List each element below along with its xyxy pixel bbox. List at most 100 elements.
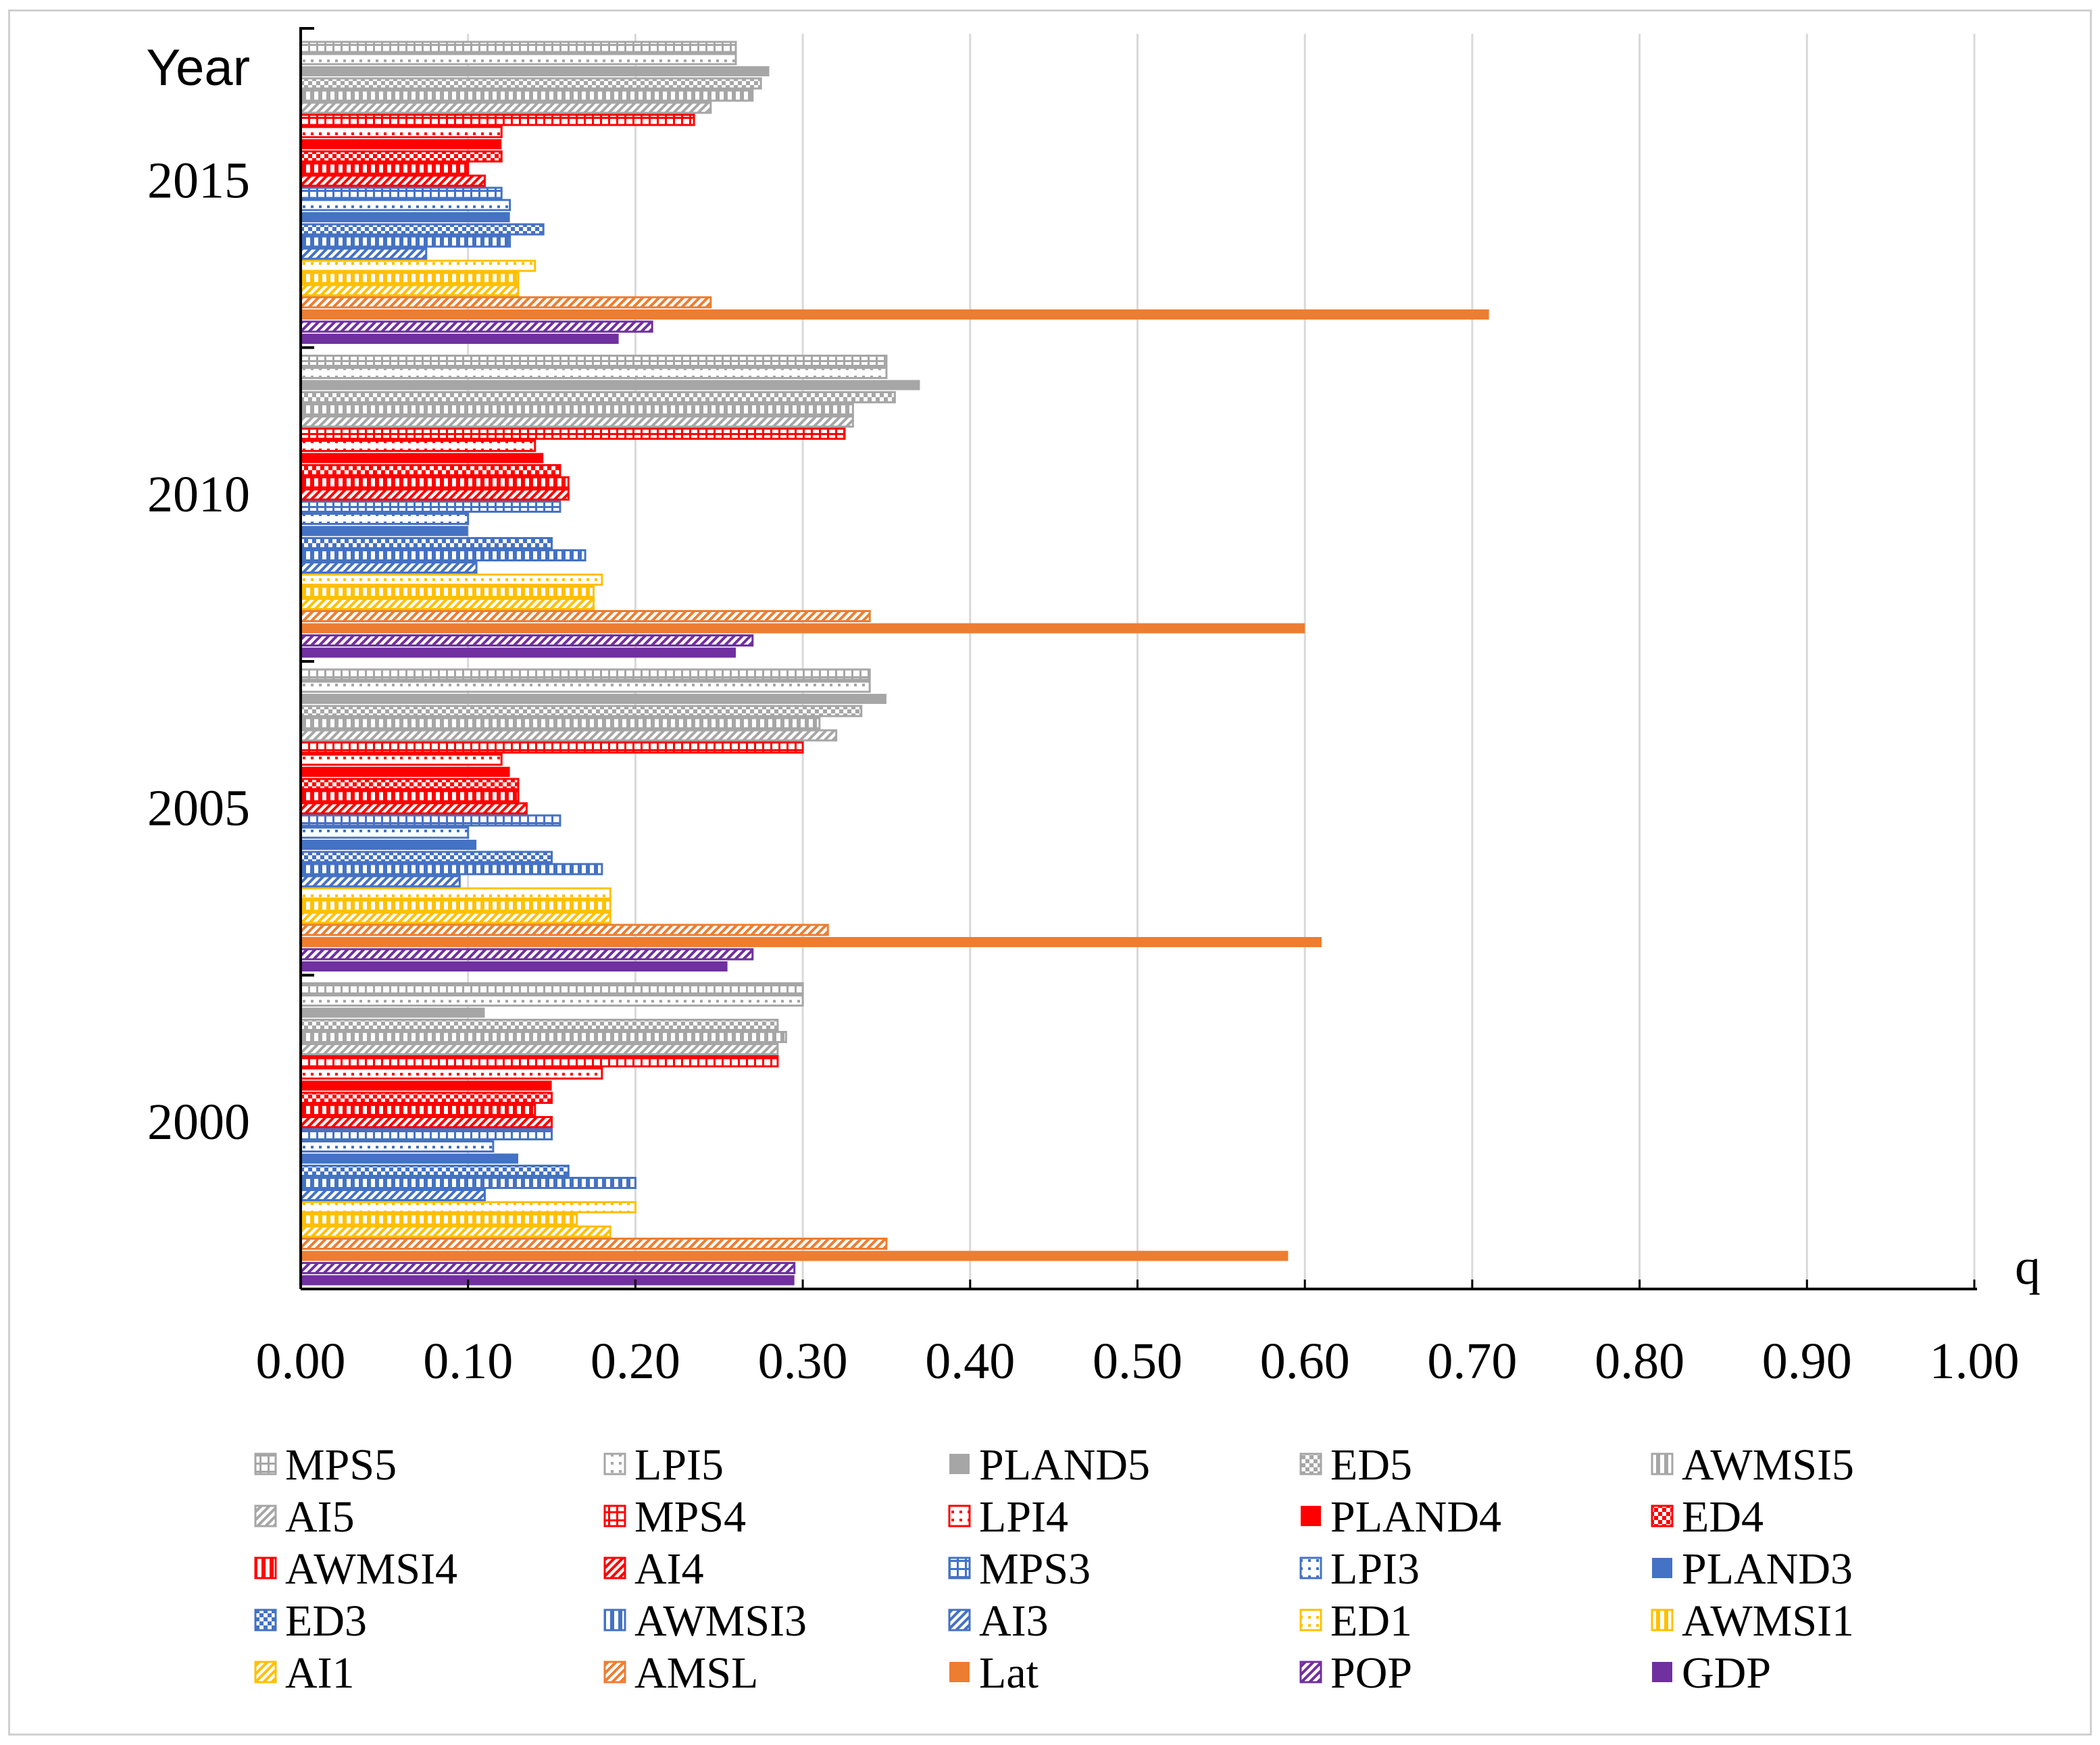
x-tick-label-0-90: 0.90 <box>1762 1333 1852 1390</box>
bar-pland5-2005 <box>301 694 886 704</box>
bar-awmsi5-2010 <box>299 403 854 415</box>
y-axis-title: Year <box>146 39 250 97</box>
bar-ai5-2005 <box>299 729 838 742</box>
legend-label-awmsi1: AWMSI1 <box>1682 1596 1854 1646</box>
legend-label-ed4: ED4 <box>1682 1492 1764 1542</box>
x-tick-label-0-00: 0.00 <box>256 1333 346 1390</box>
legend-label-pop: POP <box>1330 1648 1412 1698</box>
bar-lpi3-2015 <box>299 199 511 211</box>
legend-swatch-gdp <box>1652 1662 1672 1682</box>
bar-amsl-2000 <box>299 1238 888 1250</box>
bar-ai3-2000 <box>299 1189 486 1201</box>
bar-pop-2005 <box>299 948 754 961</box>
bar-mps4-2015 <box>299 113 695 126</box>
bar-group-2005 <box>299 668 1322 971</box>
legend-item-gdp: GDP <box>1652 1648 1771 1698</box>
bar-ai1-2005 <box>299 911 611 924</box>
bar-lat-2005 <box>301 937 1322 947</box>
bar-pop-2010 <box>299 634 754 647</box>
bar-ai1-2010 <box>299 598 595 610</box>
bar-lat-2000 <box>301 1250 1289 1261</box>
bar-ed4-2015 <box>299 150 503 163</box>
legend-swatch-ai4 <box>603 1557 626 1579</box>
x-tick-label-0-60: 0.60 <box>1260 1333 1350 1390</box>
legend-item-lpi4: LPI4 <box>948 1492 1068 1542</box>
legend-item-mps4: MPS4 <box>603 1492 746 1542</box>
legend-item-ed5: ED5 <box>1299 1440 1412 1490</box>
bar-awmsi1-2015 <box>299 272 520 284</box>
bar-awmsi4-2000 <box>299 1104 536 1116</box>
bar-ed3-2005 <box>299 851 553 863</box>
legend-swatch-mps5 <box>254 1452 277 1475</box>
x-tick-label-0-80: 0.80 <box>1595 1333 1684 1390</box>
legend-item-ed3: ED3 <box>254 1596 367 1646</box>
legend-swatch-awmsi5 <box>1651 1452 1674 1475</box>
bar-ed3-2015 <box>299 223 545 236</box>
legend-swatch-ai3 <box>948 1609 971 1632</box>
legend-item-ai3: AI3 <box>948 1596 1049 1646</box>
legend-label-ed5: ED5 <box>1330 1440 1412 1490</box>
legend-label-amsl: AMSL <box>634 1648 758 1698</box>
bar-mps3-2010 <box>299 501 561 513</box>
legend-label-pland3: PLAND3 <box>1682 1544 1853 1594</box>
legend-label-ed1: ED1 <box>1330 1596 1412 1646</box>
bar-lpi5-2000 <box>299 994 804 1007</box>
bar-pland4-2005 <box>301 767 510 777</box>
legend-swatch-ai5 <box>254 1504 277 1527</box>
legend-swatch-awmsi3 <box>603 1609 626 1632</box>
bar-lpi4-2015 <box>299 126 503 138</box>
bar-lpi3-2010 <box>299 513 470 525</box>
bar-awmsi3-2015 <box>299 235 511 248</box>
y-tick-label-2005: 2005 <box>147 780 250 836</box>
legend-swatch-lpi5 <box>603 1452 626 1475</box>
bar-awmsi1-2010 <box>299 586 595 598</box>
bar-ai3-2005 <box>299 875 461 888</box>
bar-ed4-2005 <box>299 778 520 790</box>
legend-item-amsl: AMSL <box>603 1648 758 1698</box>
legend-swatch-ed3 <box>254 1609 277 1632</box>
bar-lpi4-2000 <box>299 1067 603 1080</box>
legend-swatch-awmsi1 <box>1651 1609 1674 1632</box>
bar-mps4-2000 <box>299 1055 779 1067</box>
legend-label-awmsi4: AWMSI4 <box>285 1544 457 1594</box>
legend-item-lat: Lat <box>949 1648 1039 1698</box>
x-tick-label-0-50: 0.50 <box>1093 1333 1182 1390</box>
y-tick-label-2010: 2010 <box>147 466 250 523</box>
bar-mps4-2010 <box>299 428 846 440</box>
legend-label-ai1: AI1 <box>285 1648 355 1698</box>
legend-label-mps4: MPS4 <box>634 1492 746 1542</box>
legend-item-mps5: MPS5 <box>254 1440 397 1490</box>
bar-lpi4-2010 <box>299 440 536 452</box>
legend-item-pop: POP <box>1299 1648 1412 1698</box>
bar-awmsi5-2000 <box>299 1031 787 1043</box>
bar-pland4-2000 <box>301 1080 552 1091</box>
bar-group-2010 <box>299 355 1305 658</box>
legend-label-gdp: GDP <box>1682 1648 1771 1698</box>
legend-item-pland4: PLAND4 <box>1301 1492 1501 1542</box>
bar-awmsi4-2005 <box>299 790 520 803</box>
bar-ai1-2015 <box>299 284 520 297</box>
legend-label-awmsi5: AWMSI5 <box>1682 1440 1854 1490</box>
bar-gdp-2005 <box>301 961 728 971</box>
legend-label-ed3: ED3 <box>285 1596 367 1646</box>
bar-gdp-2000 <box>301 1275 795 1286</box>
legend-swatch-ai1 <box>254 1661 277 1684</box>
bar-group-2015 <box>299 41 1489 344</box>
bar-mps3-2005 <box>299 814 561 827</box>
bar-ed5-2005 <box>299 705 863 717</box>
legend-item-awmsi5: AWMSI5 <box>1651 1440 1854 1490</box>
bar-amsl-2005 <box>299 924 829 936</box>
bar-awmsi3-2005 <box>299 863 603 876</box>
bar-gdp-2015 <box>301 334 619 344</box>
bar-mps3-2000 <box>299 1128 553 1140</box>
legend-swatch-mps3 <box>948 1557 971 1579</box>
bar-pland3-2015 <box>301 212 510 222</box>
bar-awmsi4-2010 <box>299 476 570 488</box>
bar-ed3-2010 <box>299 537 553 549</box>
x-tick-label-0-40: 0.40 <box>925 1333 1015 1390</box>
legend-swatch-mps4 <box>603 1504 626 1527</box>
bar-ed5-2010 <box>299 391 896 403</box>
legend-item-ai4: AI4 <box>603 1544 704 1594</box>
bar-lat-2010 <box>301 623 1305 634</box>
